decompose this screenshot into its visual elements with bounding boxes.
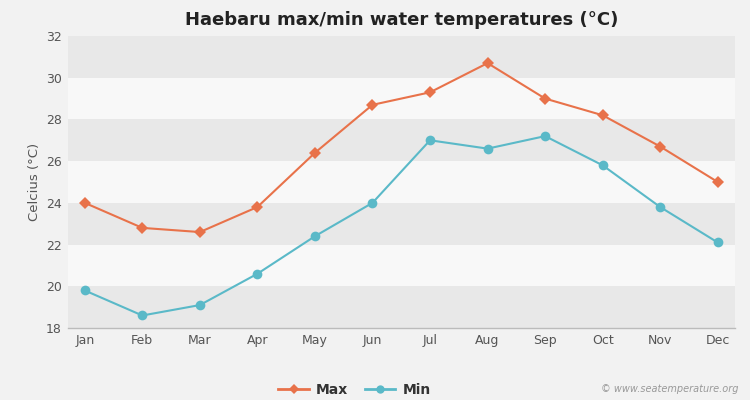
Text: © www.seatemperature.org: © www.seatemperature.org bbox=[602, 384, 739, 394]
Max bbox=[310, 150, 320, 155]
Max bbox=[368, 102, 377, 107]
Max bbox=[80, 200, 89, 205]
Max bbox=[425, 90, 434, 95]
Legend: Max, Min: Max, Min bbox=[273, 378, 436, 400]
Title: Haebaru max/min water temperatures (°C): Haebaru max/min water temperatures (°C) bbox=[184, 11, 618, 29]
Min bbox=[598, 163, 608, 168]
Bar bbox=[68, 120, 735, 161]
Line: Max: Max bbox=[80, 59, 722, 236]
Min bbox=[541, 134, 550, 138]
Min bbox=[138, 313, 147, 318]
Min bbox=[368, 200, 377, 205]
Max bbox=[483, 61, 492, 66]
Max bbox=[195, 230, 204, 234]
Max bbox=[598, 113, 608, 118]
Min bbox=[483, 146, 492, 151]
Min bbox=[310, 234, 320, 239]
Bar bbox=[68, 36, 735, 78]
Min bbox=[713, 240, 722, 245]
Bar bbox=[68, 78, 735, 120]
Line: Min: Min bbox=[80, 131, 722, 320]
Max bbox=[138, 226, 147, 230]
Bar bbox=[68, 286, 735, 328]
Min bbox=[195, 303, 204, 308]
Y-axis label: Celcius (°C): Celcius (°C) bbox=[28, 143, 40, 221]
Min bbox=[253, 271, 262, 276]
Bar bbox=[68, 244, 735, 286]
Max bbox=[656, 144, 664, 149]
Min bbox=[425, 138, 434, 143]
Min bbox=[80, 288, 89, 293]
Min bbox=[656, 205, 664, 210]
Bar bbox=[68, 203, 735, 244]
Max bbox=[713, 180, 722, 184]
Bar bbox=[68, 161, 735, 203]
Max bbox=[541, 96, 550, 101]
Max bbox=[253, 205, 262, 210]
